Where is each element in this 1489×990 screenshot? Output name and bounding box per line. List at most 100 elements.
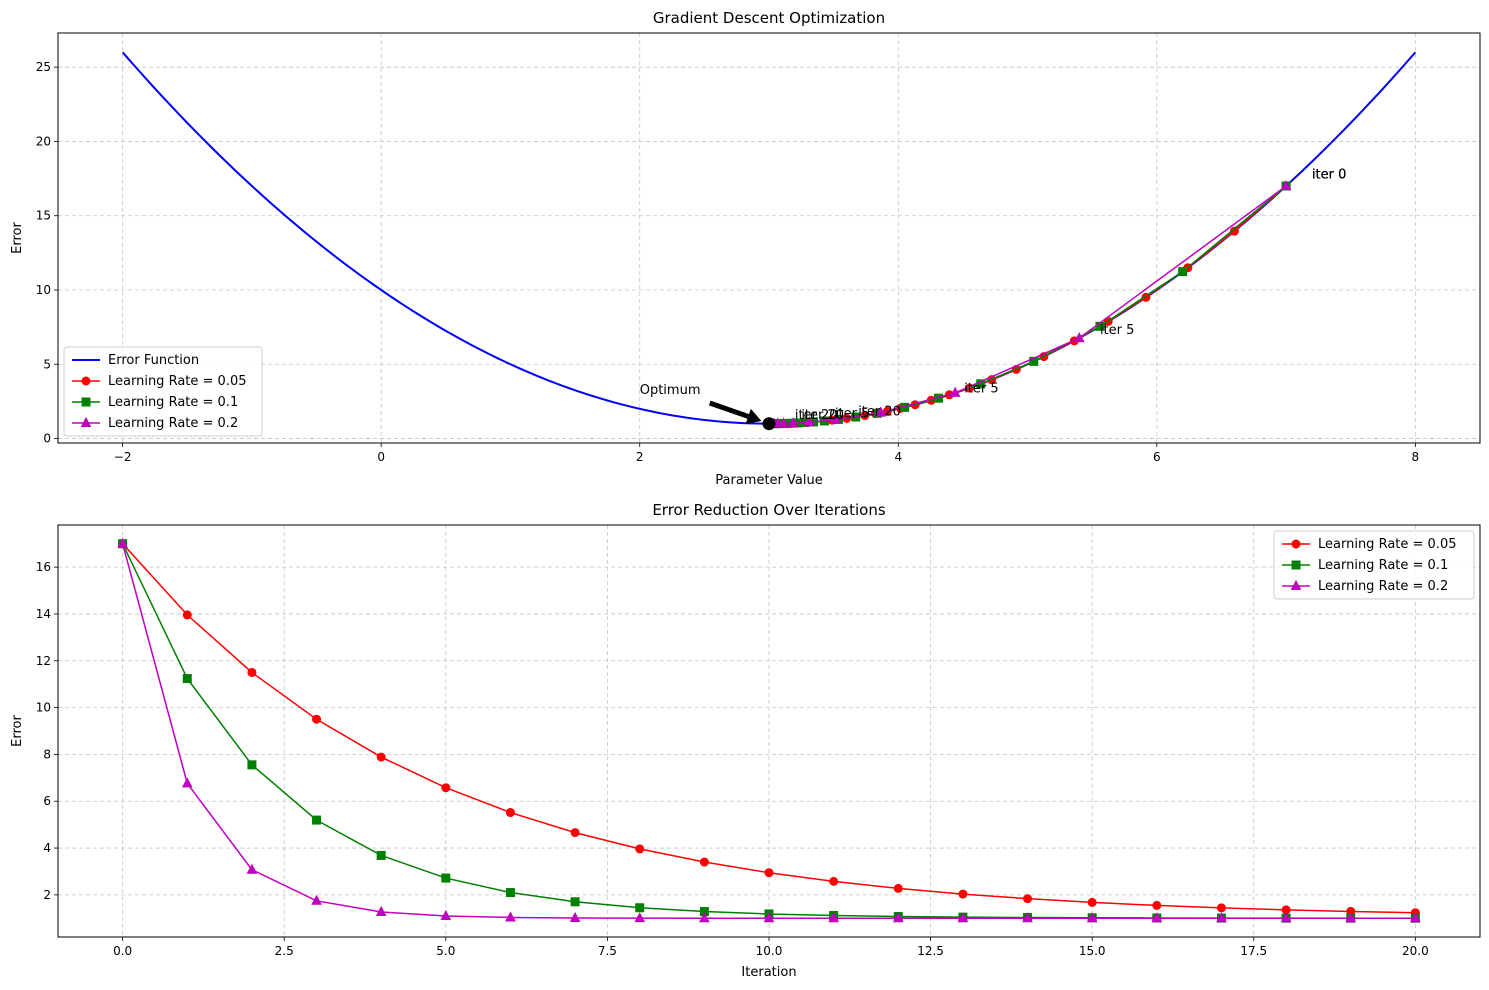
y-tick-label: 4 <box>43 841 51 855</box>
series-point <box>892 912 904 923</box>
series-point <box>1152 900 1162 910</box>
optimum-point <box>762 417 776 431</box>
y-tick-label: 6 <box>43 794 51 808</box>
y-axis-label: Error <box>10 715 25 747</box>
y-axis-label: Error <box>10 222 25 254</box>
iteration-annotation: iter 20 <box>801 408 844 423</box>
series-point <box>1022 912 1033 923</box>
plot-area <box>121 51 1417 429</box>
grid <box>58 33 1480 443</box>
legend-label: Learning Rate = 0.1 <box>1318 558 1448 573</box>
series-point <box>1280 179 1292 191</box>
legend-label: Learning Rate = 0.2 <box>108 416 238 431</box>
grid <box>58 525 1480 937</box>
series-point <box>311 894 322 905</box>
iteration-annotation: iter 5 <box>964 381 998 396</box>
legend-box <box>63 346 263 437</box>
series-point <box>763 912 775 923</box>
y-tick-label: 14 <box>36 607 51 621</box>
x-tick-label: 5.0 <box>436 944 455 958</box>
series-point <box>1151 912 1163 923</box>
iteration-annotation: iter 20 <box>858 405 901 420</box>
series-point <box>569 911 581 922</box>
optimum-arrow-head <box>745 408 762 424</box>
series-point <box>830 413 842 424</box>
plot-area <box>117 537 1421 923</box>
optimum-arrow <box>708 400 750 419</box>
iteration-annotation: iter 5 <box>1100 323 1134 338</box>
legend-entry: Learning Rate = 0.2 <box>72 416 238 431</box>
series-point <box>441 783 451 793</box>
series-point <box>312 714 322 724</box>
series-point <box>1178 267 1188 277</box>
series-point <box>181 777 193 788</box>
series-point <box>505 888 515 898</box>
series-point <box>957 912 969 923</box>
series-3 <box>117 537 1421 923</box>
iteration-annotation: iter 0 <box>1312 168 1346 183</box>
legend-marker <box>80 416 92 427</box>
axes-frame <box>57 32 1481 444</box>
series-point <box>1086 912 1098 923</box>
series-point <box>764 868 774 878</box>
series-point <box>699 912 710 923</box>
series-point <box>803 416 815 427</box>
series-point <box>312 815 322 825</box>
series-point <box>1216 912 1227 923</box>
series-point <box>787 417 799 428</box>
series-point <box>828 912 839 923</box>
legend-label: Learning Rate = 0.05 <box>108 374 246 389</box>
legend-entry: Learning Rate = 0.05 <box>1282 537 1456 552</box>
series-point <box>829 876 839 886</box>
iteration-annotation: iter 5 <box>835 407 869 422</box>
ticks: 0.0 2.5 5.0 7.5 10.0 12.5 15.0 17.5 20.0 2 4 6 8 10 12… <box>36 560 1429 958</box>
x-tick-label: −2 <box>114 450 132 464</box>
legend: Learning Rate = 0.05 Learning Rate = 0.1 L… <box>1273 530 1475 600</box>
error-reduction-panel: Error Reduction Over Iterations Iteratio… <box>10 501 1481 980</box>
y-tick-label: 25 <box>36 60 51 74</box>
series-point <box>1073 332 1085 343</box>
series-point <box>375 905 387 916</box>
legend-marker <box>1291 539 1301 549</box>
x-tick-label: 20.0 <box>1402 944 1429 958</box>
series-point <box>246 863 258 874</box>
series-point <box>441 873 451 883</box>
x-tick-label: 8 <box>1412 450 1420 464</box>
legend-marker <box>1291 560 1301 570</box>
legend-box <box>1273 530 1475 600</box>
y-tick-label: 10 <box>36 283 51 297</box>
series-point <box>1023 894 1033 904</box>
x-axis-label: Iteration <box>741 965 796 980</box>
series-point <box>505 808 515 818</box>
series-point <box>570 897 580 907</box>
legend-entry: Learning Rate = 0.2 <box>1282 579 1448 594</box>
y-tick-label: 16 <box>36 560 51 574</box>
series-point <box>505 911 516 922</box>
series-point <box>1410 912 1421 923</box>
x-tick-label: 7.5 <box>598 944 617 958</box>
legend-entry: Learning Rate = 0.1 <box>72 395 238 410</box>
iteration-annotation: iter 20 <box>795 408 838 423</box>
series-point <box>635 844 645 854</box>
ticks: −2 0 2 4 6 8 0 5 10 15 20 25 <box>36 60 1419 464</box>
y-tick-label: 15 <box>36 209 51 223</box>
legend-label: Learning Rate = 0.1 <box>108 395 238 410</box>
x-tick-label: 4 <box>894 450 902 464</box>
x-tick-label: 2 <box>636 450 644 464</box>
chart-title: Error Reduction Over Iterations <box>652 501 886 519</box>
optimum-label: Optimum <box>640 383 701 398</box>
y-tick-label: 5 <box>43 357 51 371</box>
legend-label: Error Function <box>108 353 199 368</box>
series-point <box>182 674 192 684</box>
series-point <box>1216 903 1226 913</box>
iteration-annotation: iter 0 <box>1312 168 1346 183</box>
y-tick-label: 8 <box>43 747 51 761</box>
x-tick-label: 2.5 <box>275 944 294 958</box>
gradient-descent-panel: Gradient Descent Optimization Parameter … <box>10 9 1481 488</box>
x-tick-label: 0.0 <box>113 944 132 958</box>
series-point <box>570 828 580 838</box>
y-tick-label: 20 <box>36 134 51 148</box>
